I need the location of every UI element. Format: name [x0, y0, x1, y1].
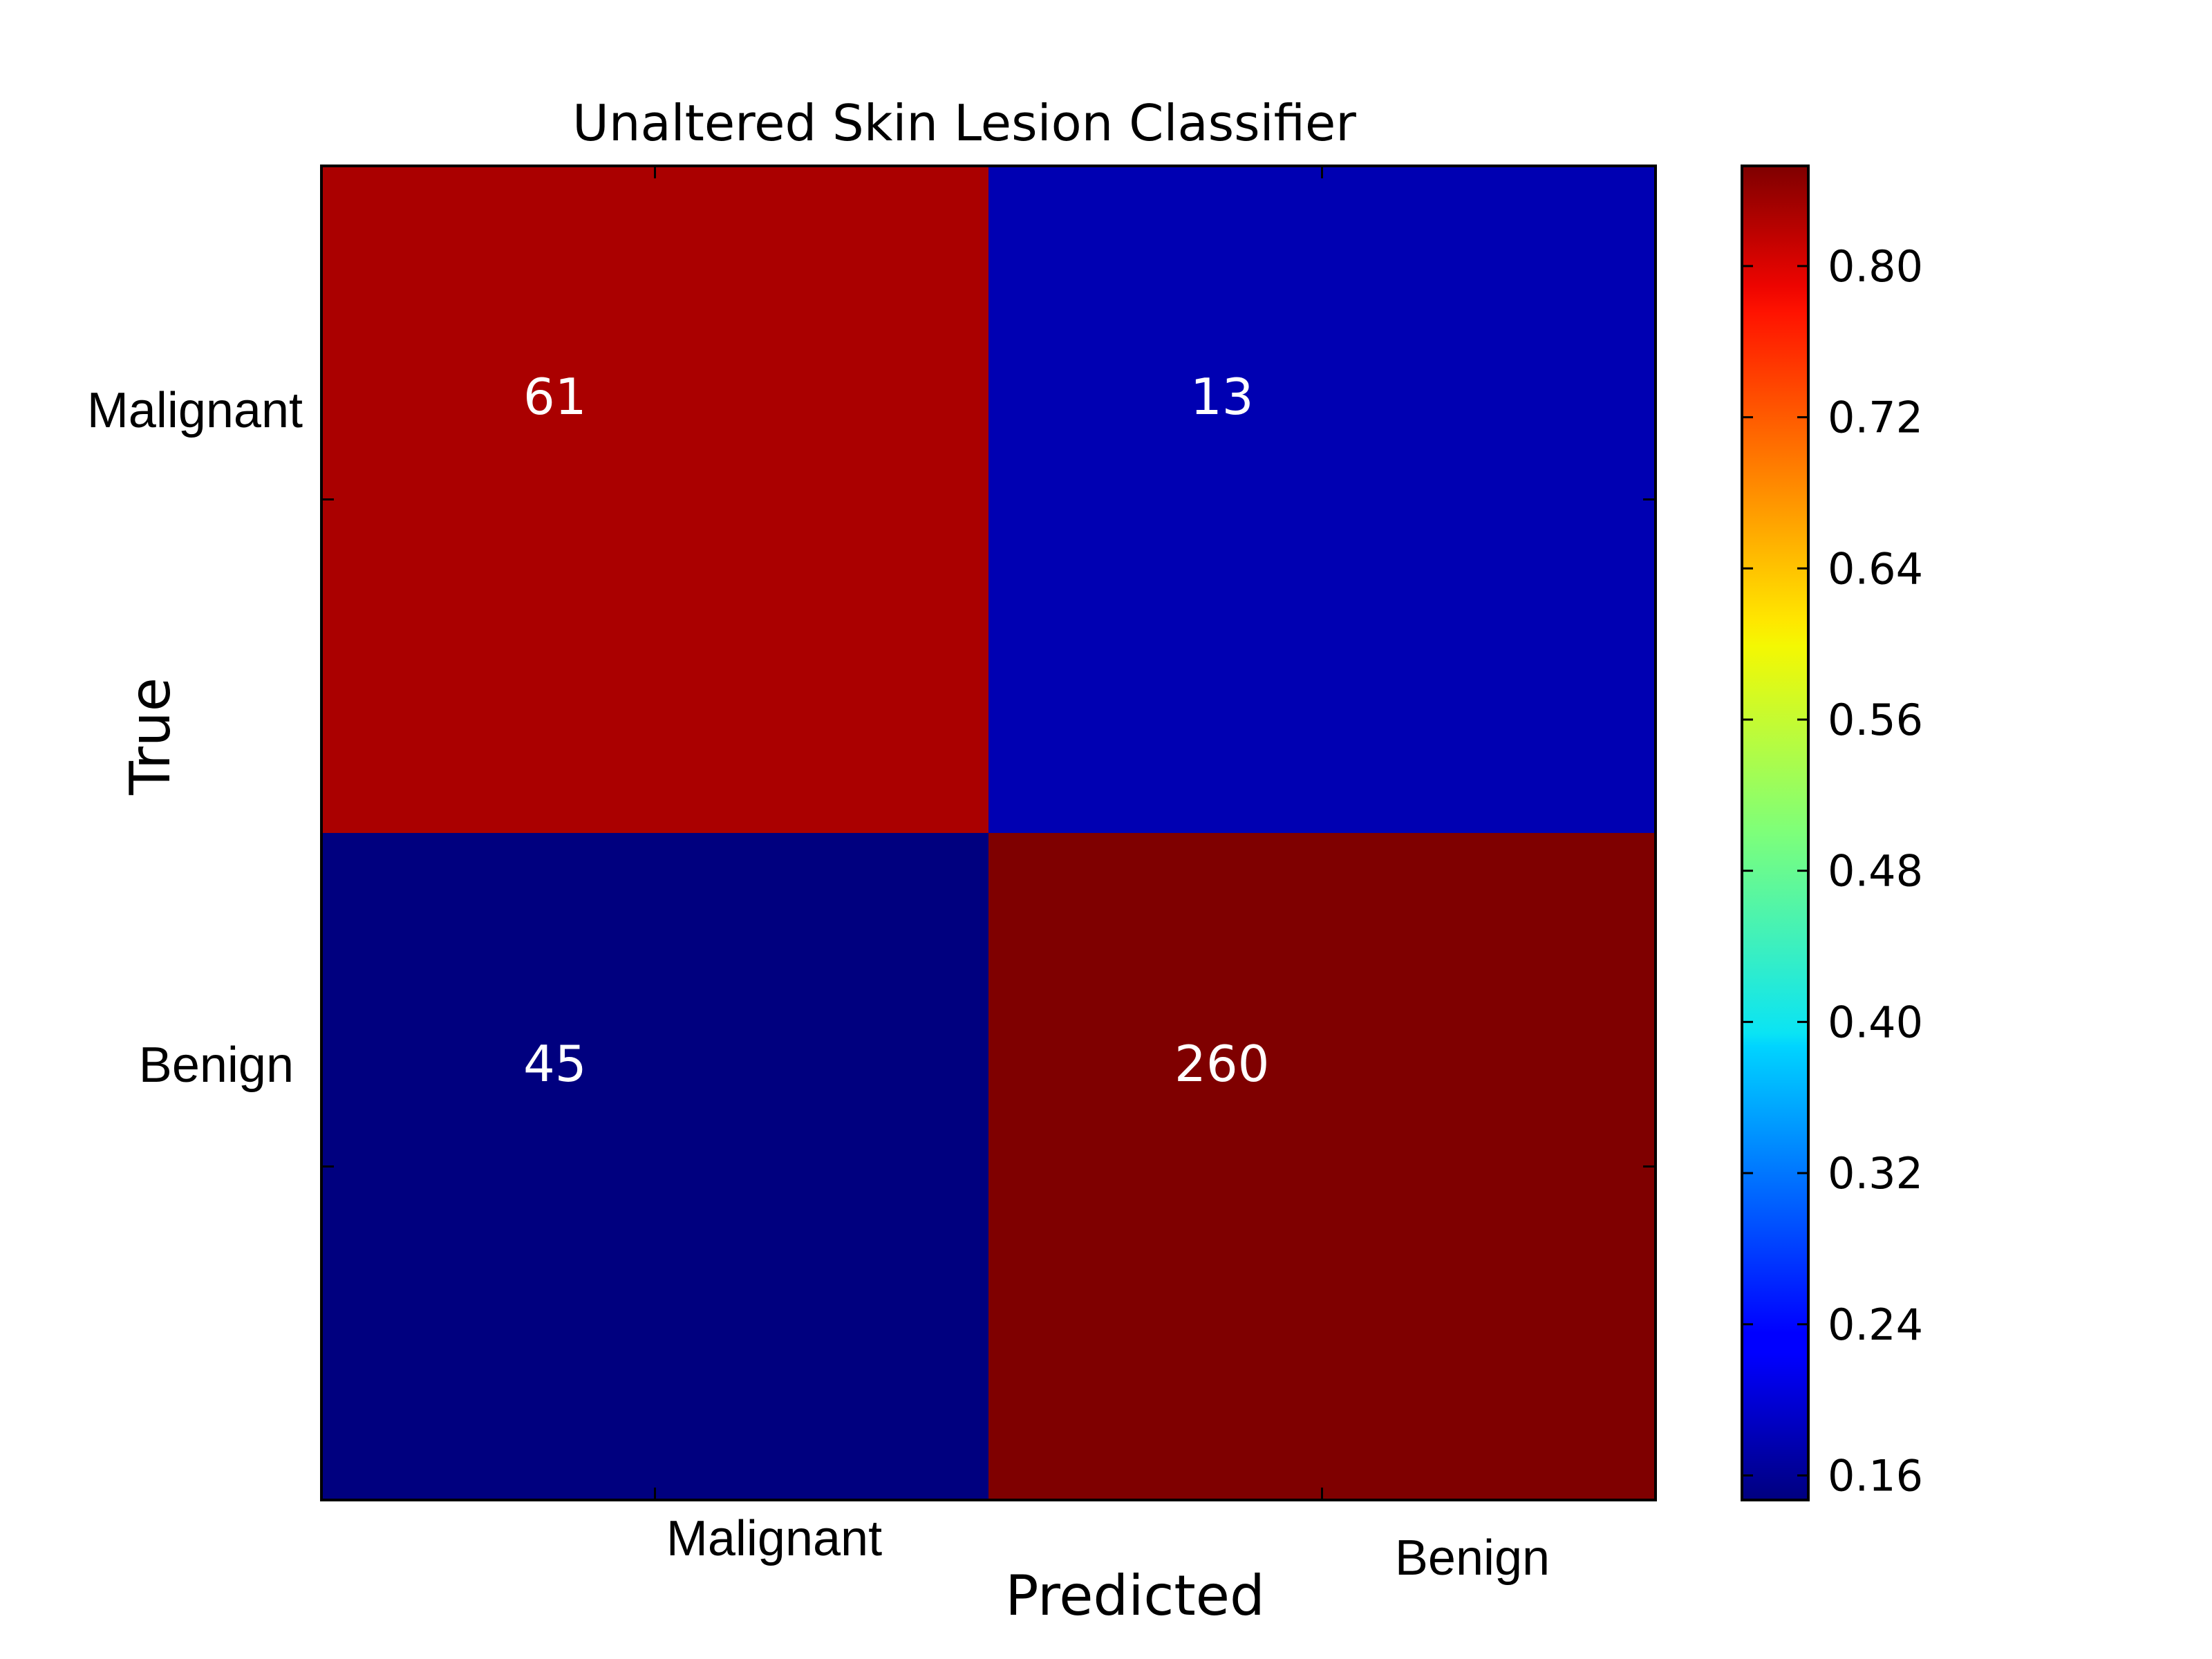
y-tick-labels: Malignant Benign [87, 383, 303, 1093]
heatmap-cell-r1-c0 [321, 833, 989, 1501]
colorbar-tick-label: 0.72 [1828, 393, 1923, 443]
cell-count-label: 13 [1190, 368, 1254, 426]
cell-count-label: 260 [1174, 1035, 1269, 1093]
x-tick-label: Malignant [666, 1511, 882, 1566]
heatmap-cell-r0-c1 [988, 166, 1656, 834]
colorbar-tick-label: 0.40 [1828, 997, 1923, 1047]
heatmap-cell-r0-c0 [321, 166, 989, 834]
chart-title: Unaltered Skin Lesion Classifier [572, 94, 1356, 152]
x-axis-label: Predicted [1005, 1564, 1265, 1628]
colorbar-tick-label: 0.48 [1828, 846, 1923, 897]
x-tick-labels: Malignant Benign [666, 1511, 1550, 1586]
y-tick-label: Malignant [87, 383, 303, 438]
colorbar-gradient [1742, 166, 1808, 1500]
colorbar-ticks: 0.16 0.24 0.32 0.40 0.48 0.56 0.64 0.72 0.80 [1742, 241, 1923, 1501]
axis-ticks [321, 166, 1656, 1500]
colorbar-tick-label: 0.16 [1828, 1450, 1923, 1501]
colorbar-tick-label: 0.80 [1828, 241, 1923, 292]
plot-frame [320, 165, 1657, 1501]
y-axis-label: True [118, 677, 182, 796]
colorbar-tick-label: 0.24 [1828, 1300, 1923, 1350]
colorbar-tick-label: 0.64 [1828, 543, 1923, 594]
colorbar-frame [1741, 165, 1810, 1501]
cell-count-label: 45 [523, 1035, 587, 1093]
x-tick-label: Benign [1395, 1530, 1550, 1586]
cell-count-label: 61 [523, 368, 587, 426]
colorbar-tick-label: 0.32 [1828, 1148, 1923, 1199]
heatmap-cell-r1-c1 [988, 833, 1656, 1501]
y-tick-label: Benign [139, 1038, 294, 1093]
heatmap-cells: 61 13 45 260 [321, 166, 1656, 1501]
colorbar-tick-label: 0.56 [1828, 695, 1923, 745]
